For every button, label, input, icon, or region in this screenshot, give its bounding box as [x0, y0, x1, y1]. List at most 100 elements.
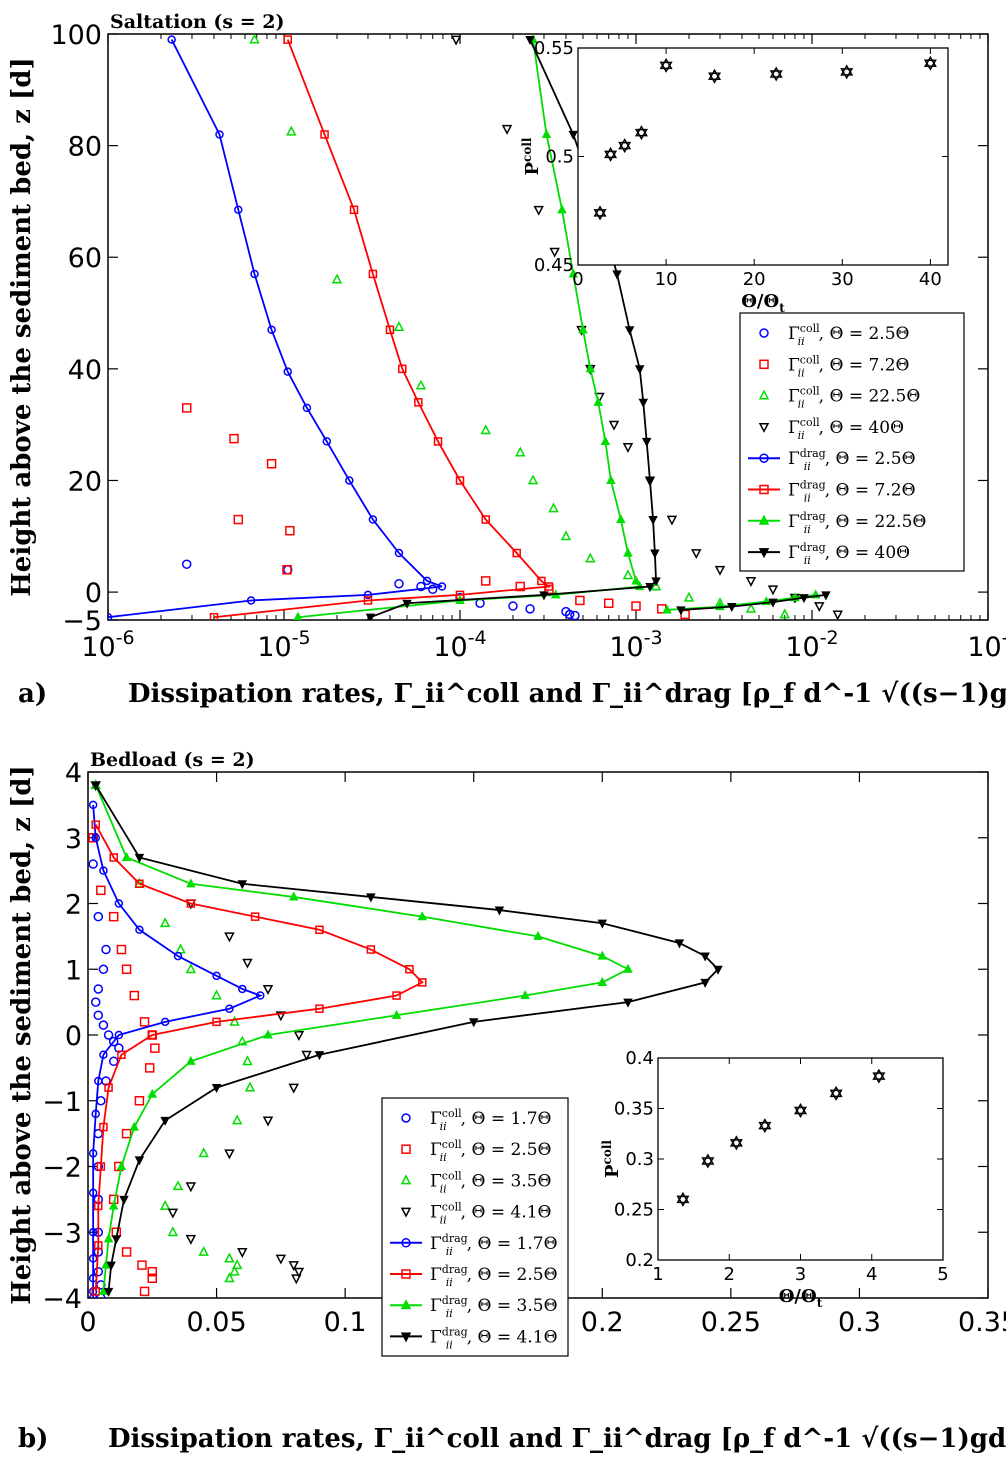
inset-point: [618, 138, 632, 154]
legend-marker: [758, 514, 770, 525]
star-part: [729, 1139, 743, 1151]
data-point: [93, 1266, 104, 1277]
inset-y-tick-label: 0.4: [625, 1048, 654, 1069]
legend-marker: [400, 1299, 412, 1310]
series-layer: [88, 779, 723, 1298]
data-point: [322, 437, 332, 446]
legend-item: Γcoll ii, Θ = 7.2Θ: [759, 353, 909, 379]
data-point: [98, 1285, 109, 1295]
legend-label: Γcoll ii, Θ = 1.7Θ: [430, 1107, 551, 1133]
star-part: [604, 146, 618, 159]
chart-title: Bedload (s = 2): [90, 749, 255, 771]
inset-point: [729, 1135, 743, 1151]
y-tick-label: 0: [85, 578, 102, 609]
inset-x-tick-label: 3: [795, 1264, 806, 1285]
data-point: [648, 515, 658, 526]
inset-point: [840, 64, 854, 80]
y-tick-label: 0: [65, 1021, 82, 1052]
legend-marker: [401, 1113, 411, 1123]
data-point: [167, 1226, 179, 1237]
data-point: [121, 1247, 132, 1257]
star-part: [593, 205, 607, 217]
data-point: [117, 1050, 126, 1059]
y-tick-label: 20: [68, 466, 102, 497]
y-axis-label: Height above the sediment bed, z [d]: [7, 765, 37, 1305]
legend-marker: [759, 359, 769, 370]
data-point: [418, 978, 427, 987]
legend-marker: [400, 1332, 412, 1343]
star-part: [793, 1106, 808, 1119]
series-line: [213, 39, 552, 619]
data-point: [676, 606, 686, 616]
data-point: [185, 963, 197, 974]
inset-point: [829, 1085, 843, 1101]
data-point: [283, 35, 292, 44]
data-point: [714, 565, 726, 576]
data-point: [181, 559, 192, 569]
data-point: [275, 1254, 287, 1265]
data-point: [288, 891, 299, 901]
data-point: [612, 270, 622, 280]
data-point: [103, 1287, 114, 1297]
data-point: [159, 917, 171, 928]
data-point: [405, 965, 414, 974]
star-part: [758, 1121, 772, 1134]
x-tick-label: 0.35: [958, 1307, 1006, 1338]
y-tick-label: 3: [65, 824, 82, 855]
data-point: [366, 945, 376, 954]
data-point: [116, 1161, 127, 1171]
star-part: [676, 1195, 690, 1207]
data-point: [814, 602, 825, 613]
data-point: [616, 514, 626, 524]
data-point: [368, 269, 378, 279]
data-point: [267, 325, 276, 335]
data-point: [109, 853, 118, 862]
series-line: [108, 39, 443, 619]
data-point: [103, 1030, 114, 1040]
data-point: [622, 443, 634, 454]
star-part: [701, 1153, 715, 1165]
legend-marker: [758, 422, 770, 433]
data-point: [623, 998, 633, 1008]
legend: [381, 1097, 569, 1357]
data-point: [231, 1114, 243, 1125]
legend-item: Γcoll ii, Θ = 4.1Θ: [400, 1201, 551, 1227]
data-point: [600, 435, 611, 445]
data-point: [331, 273, 343, 284]
inset-x-tick-label: 2: [724, 1264, 735, 1285]
data-point: [315, 925, 324, 935]
data-point: [402, 599, 412, 609]
data-point: [525, 604, 535, 614]
legend-label: Γdrag ii, Θ = 4.1Θ: [430, 1325, 558, 1351]
data-point: [638, 398, 649, 408]
x-tick-label: 10-3: [609, 627, 662, 663]
data-point: [548, 502, 559, 513]
data-point: [88, 833, 98, 843]
data-point: [101, 944, 111, 955]
legend-label: Γdrag ii, Θ = 3.5Θ: [430, 1294, 558, 1320]
data-point: [345, 476, 354, 485]
data-point: [90, 781, 101, 791]
legend-marker: [758, 548, 770, 559]
data-point: [624, 326, 635, 336]
inset-point: [593, 205, 607, 221]
y-tick-label: 4: [65, 758, 82, 789]
data-point: [320, 130, 329, 139]
data-point: [116, 944, 127, 955]
inset-point: [708, 68, 722, 84]
data-point: [114, 1043, 124, 1053]
inset-x-tick-label: 10: [655, 269, 678, 290]
data-point: [585, 552, 596, 563]
star-part: [618, 138, 632, 150]
data-point: [242, 1055, 253, 1066]
data-point: [515, 446, 526, 457]
data-point: [215, 130, 224, 139]
data-point: [129, 1121, 140, 1131]
data-point: [533, 930, 543, 940]
data-point: [135, 879, 144, 889]
data-point: [564, 609, 575, 620]
data-point: [234, 205, 243, 215]
data-point: [88, 800, 98, 810]
data-point: [366, 893, 376, 903]
x-tick-label: 0.25: [701, 1307, 761, 1338]
